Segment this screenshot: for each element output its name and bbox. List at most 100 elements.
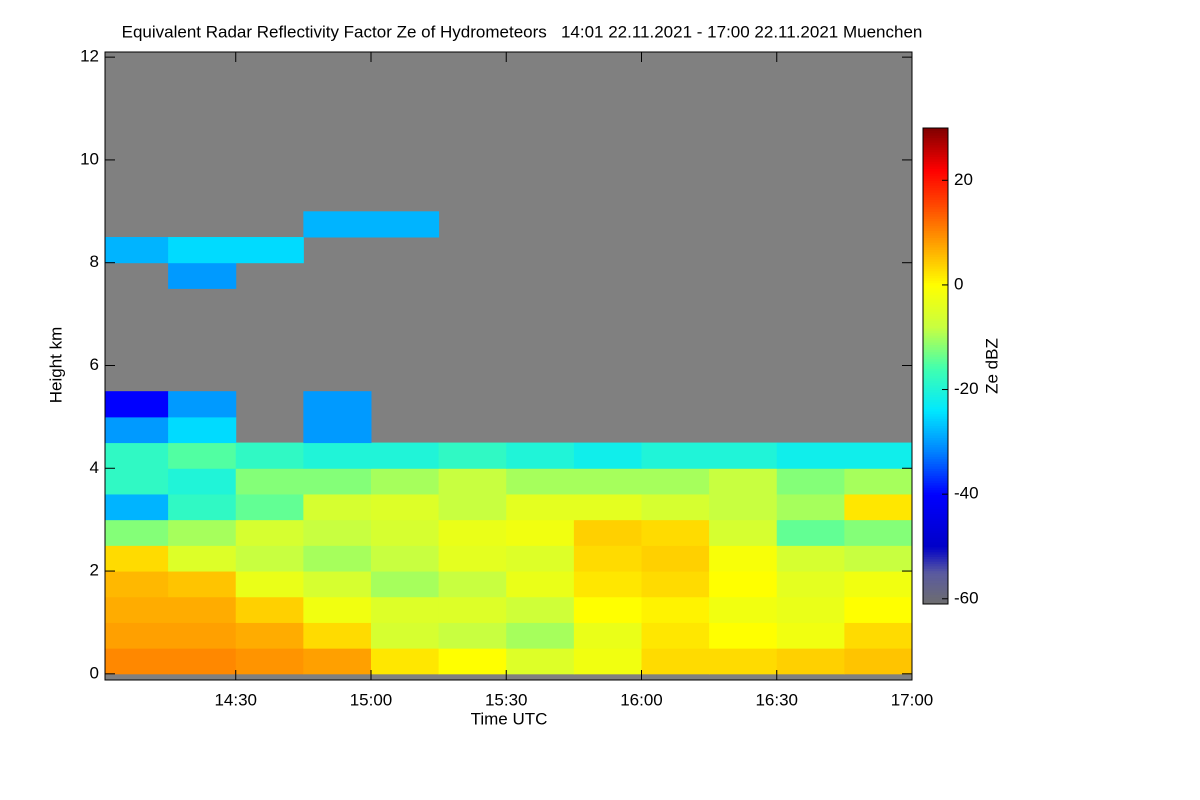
colorbar-segment — [923, 463, 948, 467]
heatmap-cell — [573, 648, 642, 675]
colorbar-segment — [923, 332, 948, 336]
colorbar-segment — [923, 554, 948, 557]
heatmap-cell — [438, 596, 507, 623]
heatmap-cell — [235, 468, 304, 495]
heatmap-cell — [438, 493, 507, 521]
colorbar-segment — [923, 565, 948, 569]
heatmap-cell — [105, 442, 169, 469]
colorbar-segment — [923, 311, 948, 315]
colorbar-segment — [923, 487, 948, 491]
colorbar-segment — [923, 147, 948, 150]
heatmap-cell — [776, 596, 845, 623]
heatmap-cell — [776, 493, 845, 521]
colorbar-segment — [923, 213, 948, 217]
colorbar-segment — [923, 244, 948, 248]
colorbar-segment — [923, 380, 948, 384]
colorbar-segment — [923, 318, 948, 322]
heatmap-cell — [235, 571, 304, 598]
colorbar-segment — [923, 201, 948, 205]
colorbar-segment — [923, 594, 948, 598]
x-tick-label: 16:30 — [755, 690, 798, 709]
colorbar-segment — [923, 423, 948, 426]
colorbar-segment — [923, 513, 948, 517]
heatmap-cell — [105, 519, 169, 546]
colorbar-segment — [923, 161, 948, 165]
heatmap-cell — [303, 468, 372, 495]
heatmap-cell — [370, 545, 440, 572]
colorbar-segment — [923, 294, 948, 298]
colorbar-segment — [923, 435, 948, 438]
colorbar-segment — [923, 449, 948, 453]
colorbar-segment — [923, 344, 948, 348]
heatmap-cell — [235, 442, 304, 469]
colorbar-segment — [923, 427, 948, 431]
heatmap-cell — [168, 493, 237, 521]
heatmap-cell — [844, 648, 912, 675]
colorbar-segment — [923, 142, 948, 146]
colorbar-segment — [923, 218, 948, 222]
colorbar-segment — [923, 199, 948, 203]
colorbar-segment — [923, 430, 948, 434]
colorbar-segment — [923, 168, 948, 172]
colorbar-segment — [923, 154, 948, 158]
colorbar-segment — [923, 144, 948, 148]
heatmap-cell — [844, 468, 912, 495]
colorbar-segment — [923, 211, 948, 215]
y-tick-label: 6 — [90, 355, 99, 374]
colorbar-segment — [923, 418, 948, 422]
plot-frame — [104, 51, 913, 681]
colorbar-segment — [923, 327, 948, 331]
colorbar-segment — [923, 287, 948, 291]
heatmap-cell — [573, 596, 642, 623]
heatmap-cell — [168, 519, 237, 546]
colorbar-segment — [923, 511, 948, 515]
colorbar-segment — [923, 173, 948, 177]
colorbar-segment — [923, 461, 948, 465]
colorbar-segment — [923, 177, 948, 181]
colorbar-segment — [923, 399, 948, 403]
heatmap-cell — [235, 519, 304, 546]
colorbar-segment — [923, 477, 948, 481]
heatmap-cell — [506, 493, 575, 521]
colorbar-tick-label: -20 — [954, 379, 979, 398]
colorbar-segment — [923, 587, 948, 591]
heatmap-cell — [370, 493, 440, 521]
colorbar-segment — [923, 139, 948, 143]
colorbar-segment — [923, 518, 948, 522]
colorbar-segment — [923, 504, 948, 507]
colorbar-segment — [923, 349, 948, 353]
colorbar-segment — [923, 275, 948, 279]
colorbar-segment — [923, 561, 948, 565]
colorbar-segment — [923, 506, 948, 510]
colorbar-segment — [923, 289, 948, 293]
heatmap-cell — [709, 493, 778, 521]
y-tick-label: 4 — [90, 458, 99, 477]
colorbar-segment — [923, 204, 948, 208]
heatmap-cell — [844, 493, 912, 521]
colorbar-segment — [923, 277, 948, 281]
heatmap-cell — [370, 571, 440, 598]
colorbar-segment — [923, 470, 948, 474]
colorbar-segment — [923, 537, 948, 541]
heatmap-cell — [844, 571, 912, 598]
colorbar-segment — [923, 377, 948, 381]
colorbar-segment — [923, 189, 948, 193]
colorbar-label: Ze dBZ — [982, 338, 1001, 394]
colorbar-segment — [923, 599, 948, 603]
colorbar-segment — [923, 230, 948, 234]
colorbar-segment — [923, 475, 948, 479]
heatmap-cell — [641, 468, 710, 495]
colorbar-segment — [923, 556, 948, 560]
colorbar-segment — [923, 523, 948, 526]
colorbar-segment — [923, 592, 948, 595]
colorbar-segment — [923, 508, 948, 512]
heatmap-cell — [776, 442, 845, 469]
colorbar-segment — [923, 501, 948, 505]
colorbar-segment — [923, 382, 948, 386]
heatmap-cell — [709, 519, 778, 546]
heatmap-cell — [105, 596, 169, 623]
colorbar-segment — [923, 227, 948, 231]
colorbar-segment — [923, 361, 948, 365]
colorbar-segment — [923, 156, 948, 160]
heatmap-cell — [506, 571, 575, 598]
